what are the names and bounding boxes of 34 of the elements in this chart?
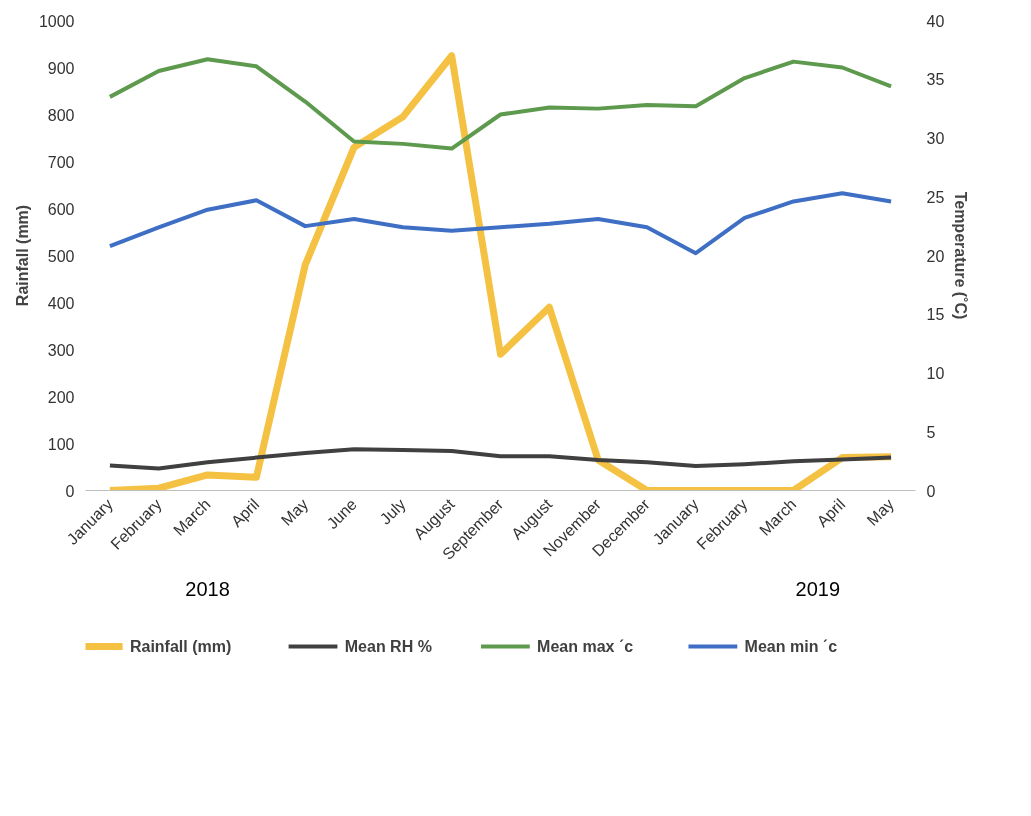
y2-tick-label: 25 xyxy=(926,188,945,206)
y-tick-label: 600 xyxy=(47,200,75,218)
x-tick-label: July xyxy=(376,495,409,528)
y2-tick-label: 5 xyxy=(926,423,936,441)
line-series xyxy=(107,447,894,471)
y-tick-label: 300 xyxy=(47,341,75,359)
x-tick-label: May xyxy=(863,495,898,529)
y2-tick-label: 20 xyxy=(926,247,945,265)
y2-tick-label: 30 xyxy=(926,130,945,147)
legend-label: Mean RH % xyxy=(344,638,432,655)
y-tick-label: 200 xyxy=(47,388,75,406)
y2-tick-label: 15 xyxy=(926,306,945,324)
y-tick-label: 100 xyxy=(47,435,75,453)
y2-tick-label: 0 xyxy=(926,482,936,500)
text: 2018 xyxy=(185,577,230,600)
x-tick-label: May xyxy=(277,495,312,529)
y-tick-label: 800 xyxy=(47,106,75,124)
y2-tick-label: 35 xyxy=(926,71,945,89)
y-tick-label: 0 xyxy=(65,482,75,500)
y-tick-label: 700 xyxy=(47,153,75,171)
line-series xyxy=(107,57,894,151)
y-tick-label: 1000 xyxy=(38,12,75,30)
line-series xyxy=(107,191,894,256)
y-tick-label: 400 xyxy=(47,294,75,312)
y2-tick-label: 40 xyxy=(926,12,945,30)
text: 2019 xyxy=(795,577,841,600)
y-tick-label: 900 xyxy=(47,59,75,77)
y-axis-title: Rainfall (mm) xyxy=(13,204,31,307)
legend-label: Rainfall (mm) xyxy=(129,638,232,655)
legend-label: Mean min ˊc xyxy=(744,638,838,655)
y2-axis-title: Temperature (˚C) xyxy=(952,191,970,320)
legend-label: Mean max ˊc xyxy=(537,638,634,655)
y2-tick-label: 10 xyxy=(926,365,945,382)
y-tick-label: 500 xyxy=(47,247,75,265)
